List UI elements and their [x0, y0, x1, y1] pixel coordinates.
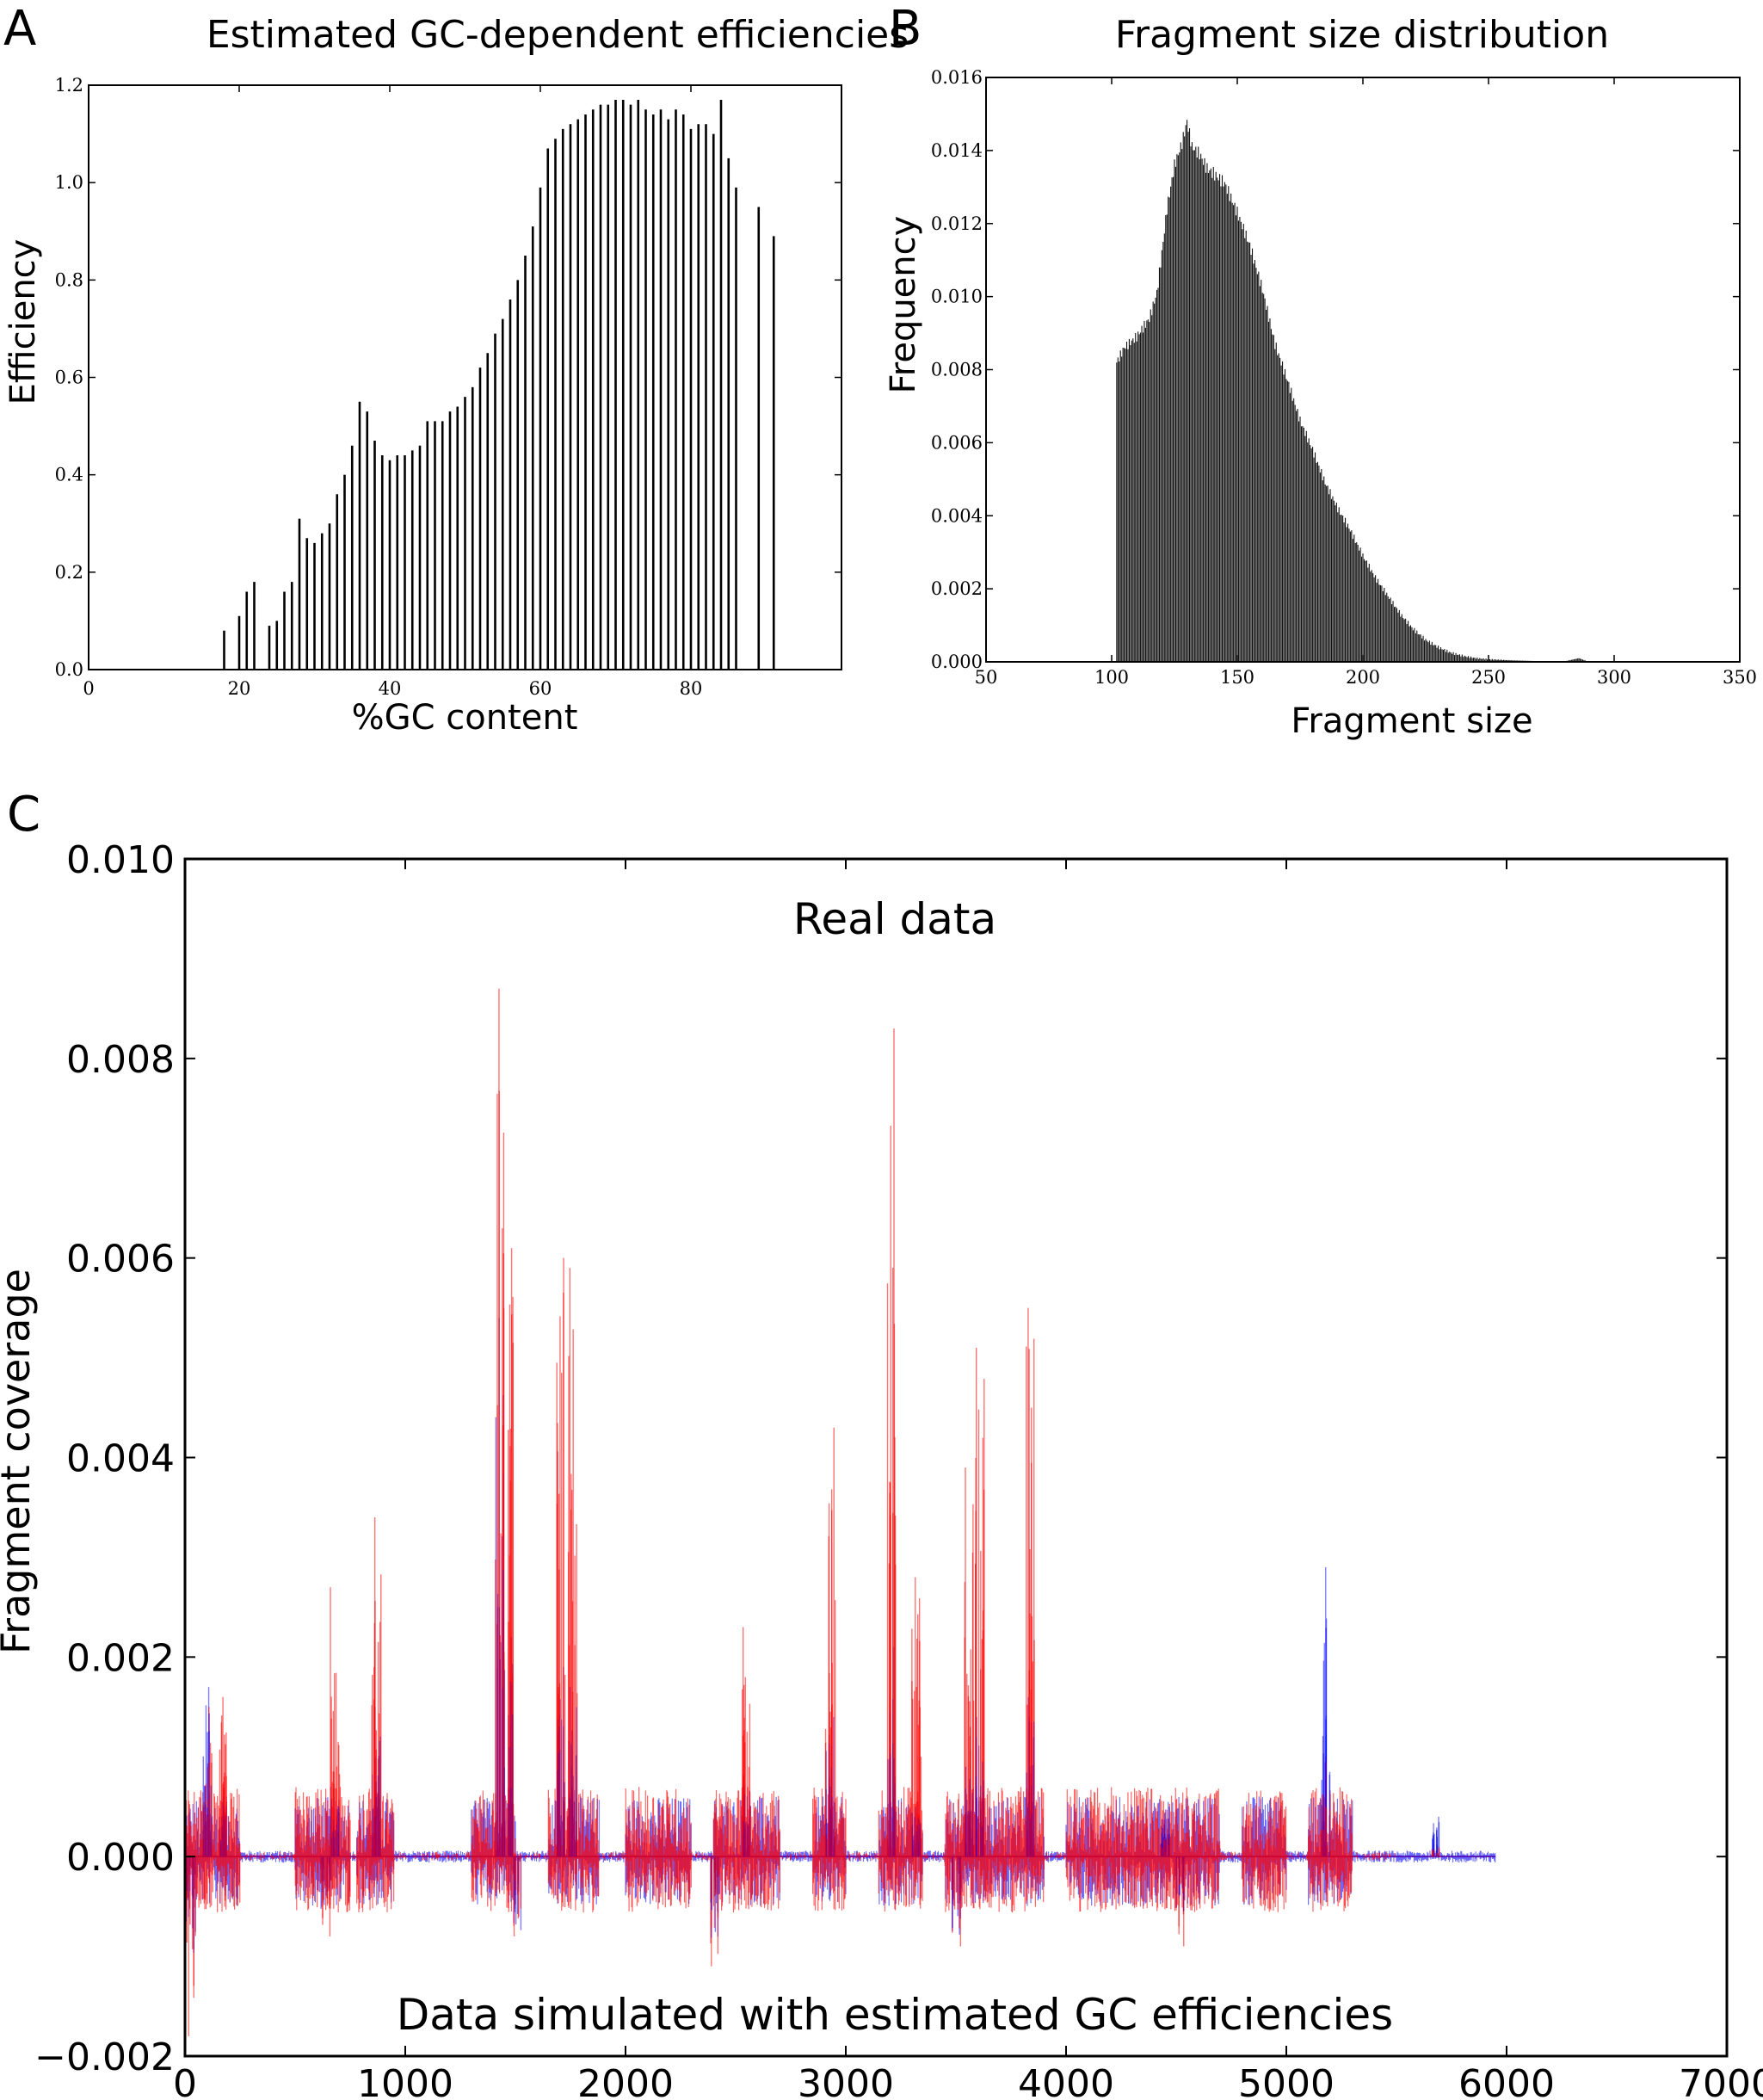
- chart-c-ylabel: Fragment coverage: [0, 1269, 39, 1654]
- chart-c-frame: [183, 857, 1729, 2058]
- chart-b-ytick-label: 0.012: [931, 213, 983, 234]
- chart-b-ytick-label: 0.010: [931, 287, 983, 307]
- chart-b-ytick-label: 0.006: [931, 432, 983, 453]
- chart-b-ytick-label: 0.014: [931, 140, 983, 161]
- panel-letter-a: A: [3, 1, 36, 57]
- panel-letter-c: C: [7, 787, 40, 843]
- chart-b-xtick-label: 150: [1220, 667, 1254, 688]
- panel-letter-b: B: [889, 1, 922, 57]
- chart-a-ylabel: Efficiency: [3, 239, 43, 405]
- chart-b-ytick-label: 0.000: [931, 652, 983, 672]
- chart-b-ytick-label: 0.004: [931, 505, 983, 526]
- chart-a-xtick-label: 40: [379, 678, 402, 699]
- chart-c-annotation-top: Real data: [793, 894, 996, 944]
- chart-c-ytick-label: −0.002: [34, 2035, 175, 2079]
- chart-c-xtick-label: 3000: [798, 2062, 894, 2100]
- chart-b-xtick-label: 100: [1094, 667, 1129, 688]
- chart-c-xtick-label: 0: [173, 2062, 197, 2100]
- chart-a: Estimated GC-dependent efficiencies %GC …: [3, 13, 909, 738]
- chart-c-ytick-label: 0.008: [66, 1038, 175, 1082]
- chart-b-ytick-label: 0.016: [931, 67, 983, 88]
- chart-b-xtick-label: 300: [1597, 667, 1631, 688]
- chart-a-ytick-label: 0.2: [55, 562, 83, 583]
- chart-c-xtick-label: 7000: [1679, 2062, 1763, 2100]
- chart-c: Fragment coverage 0 1000 2000 3000 4000 5000 6…: [0, 838, 1763, 2100]
- chart-c-annotation-bottom: Data simulated with estimated GC efficie…: [397, 1990, 1393, 2040]
- chart-b-ytick-label: 0.008: [931, 360, 983, 380]
- chart-c-xtick-label: 1000: [357, 2062, 453, 2100]
- chart-a-xtick-label: 20: [228, 678, 251, 699]
- chart-b-xtick-label: 350: [1723, 667, 1757, 688]
- chart-a-ytick-label: 0.4: [55, 465, 83, 485]
- chart-a-ytick-label: 0.8: [55, 269, 83, 290]
- chart-c-ytick-label: 0.000: [66, 1836, 175, 1880]
- chart-b-xtick-label: 50: [975, 667, 998, 688]
- chart-b-xtick-label: 250: [1471, 667, 1506, 688]
- chart-a-title: Estimated GC-dependent efficiencies: [207, 13, 909, 57]
- chart-a-ytick-label: 0.0: [55, 659, 83, 680]
- chart-c-ytick-label: 0.006: [66, 1238, 175, 1282]
- chart-a-xlabel: %GC content: [352, 698, 578, 738]
- chart-a-xtick-label: 0: [83, 678, 94, 699]
- chart-b-xtick-label: 200: [1346, 667, 1380, 688]
- chart-b: Fragment size distribution Fragment size…: [884, 13, 1757, 741]
- chart-c-xtick-label: 4000: [1018, 2062, 1114, 2100]
- chart-b-frame: [985, 77, 1741, 663]
- chart-a-ytick-label: 1.2: [55, 75, 83, 96]
- chart-c-xtick-label: 5000: [1238, 2062, 1335, 2100]
- chart-a-ytick-label: 0.6: [55, 368, 83, 388]
- chart-a-xtick-label: 80: [680, 678, 703, 699]
- chart-c-xtick-label: 2000: [577, 2062, 674, 2100]
- chart-b-title: Fragment size distribution: [1115, 13, 1609, 57]
- chart-b-ylabel: Frequency: [884, 216, 923, 394]
- chart-c-ytick-label: 0.004: [66, 1437, 175, 1481]
- chart-b-xlabel: Fragment size: [1291, 701, 1532, 741]
- chart-c-xtick-label: 6000: [1458, 2062, 1555, 2100]
- chart-a-ytick-label: 1.0: [55, 172, 83, 193]
- chart-a-frame: [88, 84, 842, 670]
- chart-a-xtick-label: 60: [529, 678, 552, 699]
- chart-c-ytick-label: 0.010: [66, 838, 175, 882]
- chart-b-ytick-label: 0.002: [931, 578, 983, 599]
- chart-c-ytick-label: 0.002: [66, 1636, 175, 1680]
